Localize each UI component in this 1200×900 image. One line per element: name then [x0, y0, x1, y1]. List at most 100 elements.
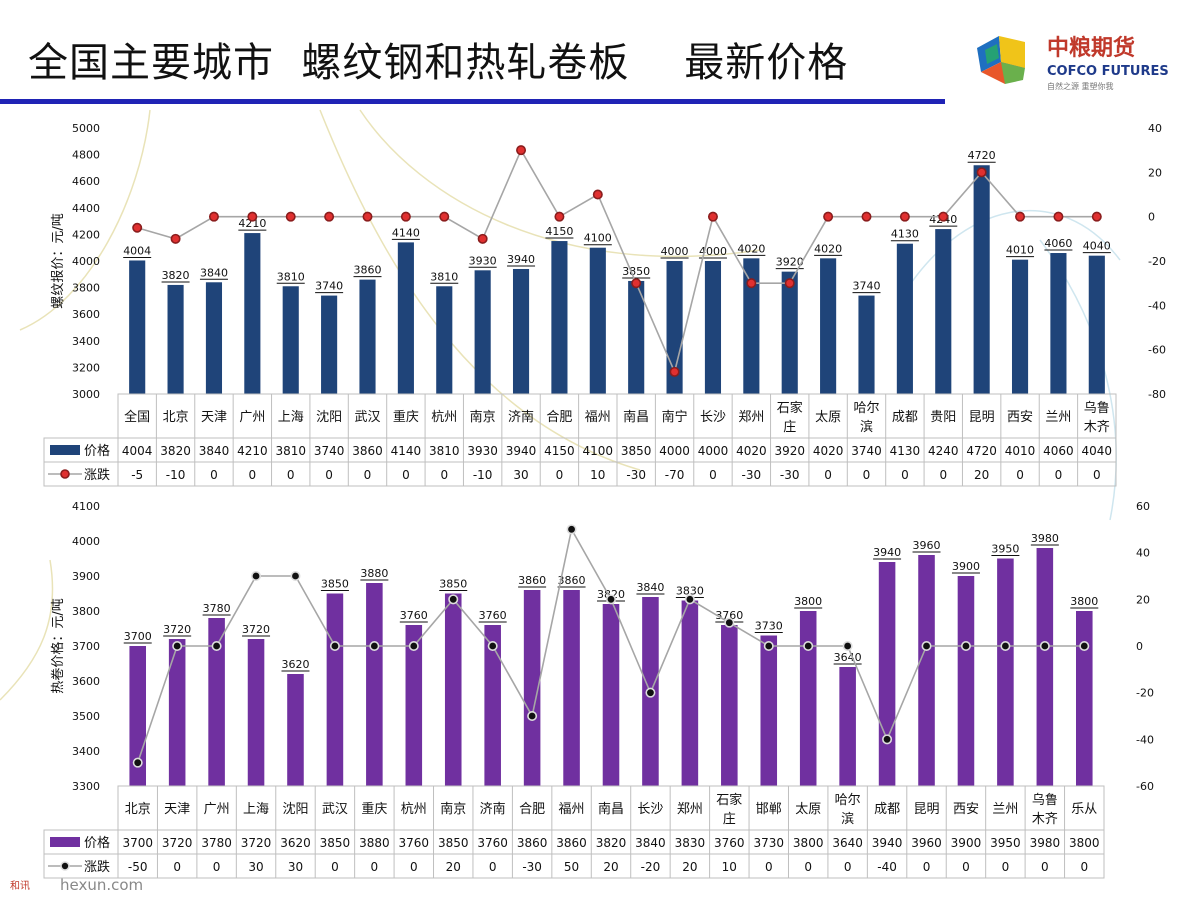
- change-marker-成都: [882, 734, 893, 745]
- bar-西安: [957, 576, 975, 786]
- category-label: 南宁: [662, 409, 688, 425]
- change-marker-成都: [899, 211, 910, 222]
- table-price-value: 4100: [583, 444, 614, 458]
- table-price-value: 3810: [429, 444, 460, 458]
- y2-tick-label: -20: [1136, 687, 1154, 700]
- bar-沈阳: [321, 295, 338, 394]
- table-change-value: -5: [131, 468, 143, 482]
- table-change-value: 0: [863, 468, 871, 482]
- table-change-value: 0: [844, 860, 852, 874]
- change-marker-杭州: [439, 211, 450, 222]
- logo-cn-text: 中粮期货: [1047, 35, 1135, 61]
- table-price-value: 3740: [314, 444, 345, 458]
- category-label: 福州: [559, 802, 585, 817]
- y2-tick-label: -40: [1148, 299, 1166, 312]
- y-tick-label: 3200: [72, 361, 100, 374]
- bar-石家庄: [781, 271, 798, 394]
- bar-value-label: 3980: [1031, 532, 1059, 545]
- table-change-value: 0: [210, 468, 218, 482]
- table-price-value: 3940: [872, 836, 903, 850]
- category-label: 合肥: [519, 802, 545, 817]
- change-marker-西安: [1015, 211, 1026, 222]
- bar-福州: [563, 590, 580, 786]
- change-marker-北京: [132, 757, 143, 768]
- bar-郑州: [681, 600, 699, 786]
- bar-value-label: 4040: [1083, 240, 1111, 253]
- legend-price-label: 价格: [84, 443, 110, 459]
- category-label: 兰州: [992, 802, 1018, 817]
- change-marker-南京: [448, 594, 459, 605]
- bar-value-label: 3620: [281, 658, 309, 671]
- table-change-value: 0: [1080, 860, 1088, 874]
- y-tick-label: 3800: [72, 605, 100, 618]
- table-price-value: 3760: [399, 836, 430, 850]
- table-price-value: 3800: [793, 836, 824, 850]
- bar-广州: [208, 618, 225, 786]
- category-label: 南昌: [598, 801, 624, 817]
- table-price-value: 4000: [698, 444, 729, 458]
- change-marker-全国: [132, 222, 143, 233]
- category-label: 郑州: [738, 410, 764, 425]
- category-label: 广州: [239, 410, 265, 425]
- category-label: 北京: [163, 410, 189, 425]
- table-price-value: 4240: [928, 444, 959, 458]
- table-change-value: 0: [939, 468, 947, 482]
- legend-price-label: 价格: [84, 835, 110, 851]
- bar-哈尔滨: [858, 295, 875, 394]
- change-marker-太原: [823, 211, 834, 222]
- change-marker-沈阳: [324, 211, 335, 222]
- change-marker-西安: [960, 640, 971, 651]
- y-tick-label: 3300: [72, 780, 100, 793]
- table-change-value: 10: [722, 860, 737, 874]
- table-price-value: 3860: [556, 836, 587, 850]
- table-price-value: 3720: [241, 836, 272, 850]
- change-marker-沈阳: [290, 570, 301, 581]
- table-price-value: 3640: [832, 836, 863, 850]
- table-price-value: 3930: [467, 444, 498, 458]
- rebar-price-chart: 3000320034003600380040004200440046004800…: [43, 122, 1166, 487]
- table-change-value: 0: [331, 860, 339, 874]
- category-label: 沈阳: [316, 410, 342, 425]
- table-change-value: 0: [709, 468, 717, 482]
- change-marker-昆明: [976, 167, 987, 178]
- bar-value-label: 3950: [991, 543, 1019, 556]
- bar-兰州: [997, 558, 1014, 786]
- bar-value-label: 3740: [315, 280, 343, 293]
- bar-value-label: 3700: [124, 630, 152, 643]
- change-marker-合肥: [554, 211, 565, 222]
- bar-重庆: [366, 583, 383, 786]
- bar-南京: [474, 270, 491, 394]
- hrc-price-chart: 330034003500360037003800390040004100-60-…: [43, 500, 1154, 879]
- y2-tick-label: 40: [1148, 122, 1162, 135]
- table-price-value: 4140: [391, 444, 422, 458]
- category-label: 乌鲁: [1084, 400, 1110, 416]
- change-marker-乌鲁木齐: [1091, 211, 1102, 222]
- bar-济南: [512, 268, 530, 394]
- table-price-value: 4000: [659, 444, 690, 458]
- cofco-futures-logo: 中粮期货 COFCO FUTURES 自然之源 重塑你我: [977, 35, 1169, 91]
- table-change-value: -30: [742, 468, 762, 482]
- bar-南昌: [628, 280, 645, 394]
- bar-value-label: 3730: [755, 620, 783, 633]
- table-change-value: 50: [564, 860, 579, 874]
- change-marker-长沙: [707, 211, 718, 222]
- category-label: 兰州: [1045, 410, 1071, 425]
- legend-marker-key: [60, 861, 70, 871]
- table-price-value: 4010: [1005, 444, 1036, 458]
- category-label: 乌鲁: [1032, 792, 1058, 808]
- category-label: 长沙: [700, 410, 726, 425]
- bar-武汉: [326, 593, 344, 786]
- table-change-value: 20: [603, 860, 618, 874]
- table-price-value: 3810: [275, 444, 306, 458]
- bar-福州: [589, 247, 606, 394]
- category-label: 庄: [783, 419, 796, 435]
- table-change-value: -70: [665, 468, 685, 482]
- change-marker-天津: [172, 640, 183, 651]
- bar-武汉: [359, 279, 376, 394]
- change-marker-重庆: [400, 211, 411, 222]
- category-label: 武汉: [322, 802, 348, 817]
- change-marker-邯郸: [763, 640, 774, 651]
- title-underline: [0, 99, 945, 104]
- change-marker-北京: [170, 233, 181, 244]
- category-label: 昆明: [914, 802, 940, 817]
